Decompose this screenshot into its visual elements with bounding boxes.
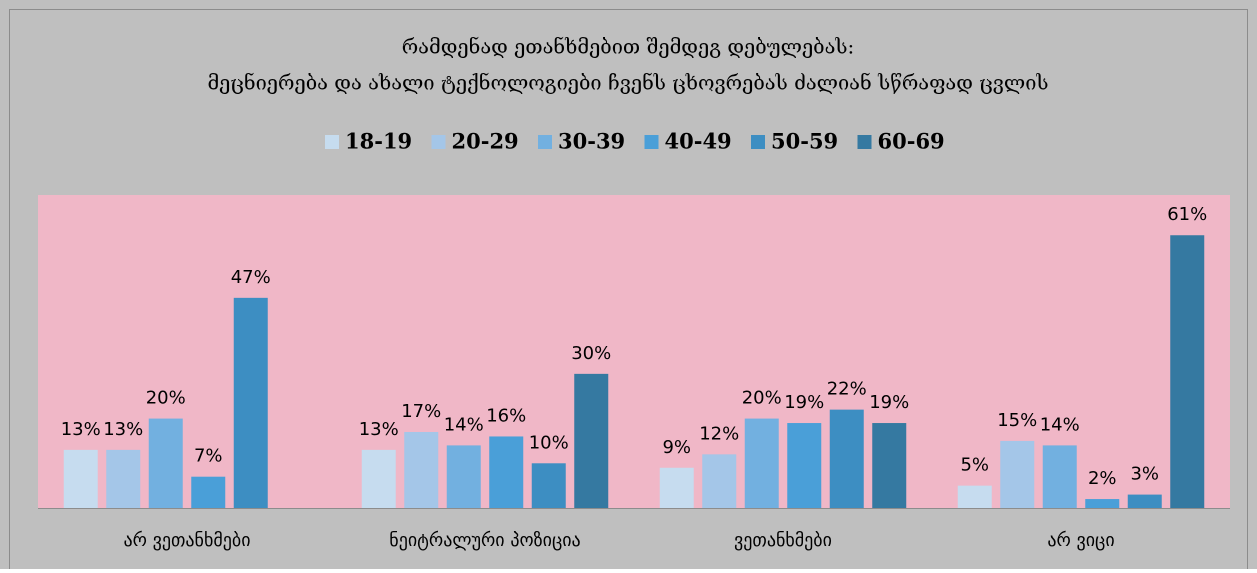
x-tick-label: ვეთანხმები: [734, 530, 832, 551]
data-label: 9%: [662, 437, 691, 458]
legend-label: 30-39: [558, 129, 625, 154]
bar: [872, 423, 907, 508]
chart-title: მეცნიერება და ახალი ტექნოლოგიები ჩვენს ც…: [207, 71, 1048, 95]
legend-swatch: [431, 135, 446, 149]
data-label: 19%: [784, 392, 824, 413]
legend-swatch: [644, 135, 659, 149]
bar: [489, 436, 524, 508]
legend-swatch: [751, 135, 765, 149]
legend-swatch: [538, 135, 552, 149]
data-label: 20%: [146, 388, 186, 409]
x-tick-label: არ ვიცი: [1047, 530, 1114, 551]
bar: [787, 423, 822, 508]
bar: [148, 418, 183, 508]
x-tick-label: ნეიტრალური პოზიცია: [389, 530, 580, 551]
bar: [531, 463, 566, 508]
bar: [106, 449, 141, 508]
legend-label: 50-59: [771, 129, 838, 154]
bar: [829, 409, 864, 508]
legend-label: 18-19: [345, 129, 412, 154]
data-label: 20%: [742, 388, 782, 409]
bar: [744, 418, 779, 508]
data-label: 7%: [194, 446, 223, 467]
data-label: 10%: [529, 432, 569, 453]
data-label: 19%: [869, 392, 909, 413]
legend-swatch: [857, 135, 872, 149]
data-label: 5%: [960, 455, 989, 476]
bar: [1127, 494, 1162, 508]
bar: [1085, 499, 1120, 508]
bar: [361, 449, 396, 508]
bar: [191, 476, 226, 508]
bar: [1170, 235, 1205, 508]
data-label: 30%: [571, 343, 611, 364]
bar: [574, 373, 609, 508]
legend-label: 40-49: [665, 129, 732, 154]
x-tick-label: არ ვეთანხმები: [123, 530, 250, 551]
data-label: 12%: [699, 423, 739, 444]
chart-title: რამდენად ეთანხმებით შემდეგ დებულებას:: [402, 35, 855, 59]
data-label: 13%: [103, 419, 143, 440]
bar: [659, 467, 694, 508]
bar: [957, 485, 992, 508]
bar: [446, 445, 481, 508]
bar: [63, 449, 98, 508]
data-label: 13%: [61, 419, 101, 440]
bar: [1042, 445, 1077, 508]
data-label: 13%: [359, 419, 399, 440]
data-label: 14%: [444, 414, 484, 435]
data-label: 22%: [827, 379, 867, 400]
legend-label: 60-69: [878, 129, 945, 154]
legend-label: 20-29: [452, 129, 519, 154]
data-label: 16%: [486, 405, 526, 426]
frame: [9, 9, 1248, 573]
data-label: 15%: [997, 410, 1037, 431]
bar: [1000, 440, 1035, 508]
data-label: 3%: [1130, 464, 1159, 485]
legend-swatch: [325, 135, 339, 149]
data-label: 14%: [1040, 414, 1080, 435]
data-label: 2%: [1088, 468, 1117, 489]
data-label: 17%: [401, 401, 441, 422]
bar: [404, 431, 439, 508]
bar: [233, 297, 268, 508]
bar: [702, 454, 737, 508]
data-label: 61%: [1167, 204, 1207, 225]
data-label: 47%: [231, 267, 271, 288]
